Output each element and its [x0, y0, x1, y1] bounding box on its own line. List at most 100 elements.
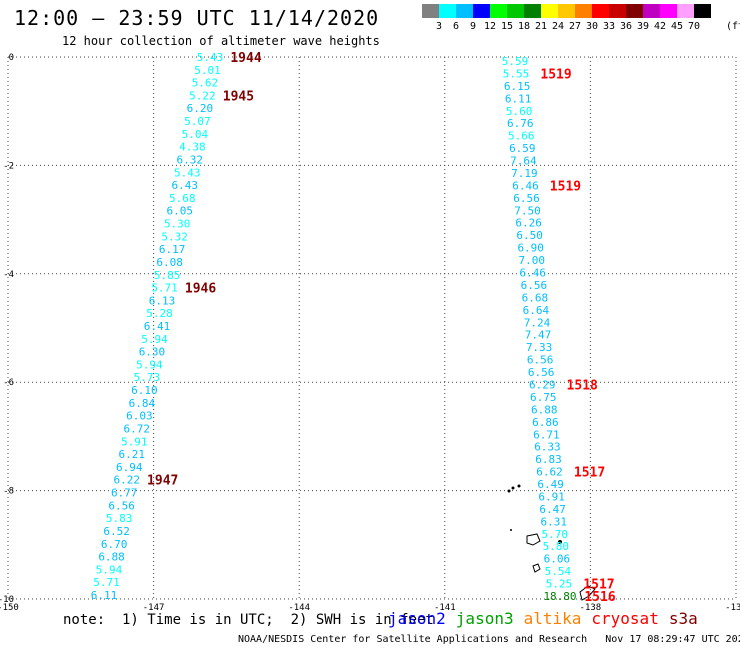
wave-height-label: 5.62 — [192, 77, 219, 90]
legend-swatch — [677, 4, 694, 18]
pass-time-label: 1519 — [540, 67, 571, 82]
wave-height-label: 6.56 — [527, 354, 554, 367]
legend-unit: (ft) — [726, 21, 740, 32]
legend-swatch — [592, 4, 609, 18]
wave-height-label: 6.21 — [119, 448, 146, 461]
legend-swatch — [439, 4, 456, 18]
wave-height-label: 5.70 — [542, 528, 569, 541]
wave-height-label: 6.72 — [124, 422, 151, 435]
wave-height-label: 6.94 — [116, 461, 143, 474]
legend-label: 33 — [602, 21, 616, 32]
pass-time-label: 1516 — [584, 590, 615, 605]
wave-height-label: 5.91 — [121, 435, 148, 448]
legend-label: 15 — [500, 21, 514, 32]
legend-swatch — [575, 4, 592, 18]
wave-height-label: 6.56 — [521, 279, 548, 292]
y-tick-label: -8 — [3, 487, 14, 497]
legend-label: 42 — [653, 21, 667, 32]
wave-height-label: 5.32 — [161, 230, 188, 243]
wave-height-label: 6.11 — [505, 92, 532, 105]
pass-time-label: 1517 — [583, 578, 614, 593]
wave-height-label: 6.52 — [103, 525, 130, 538]
wave-height-label: 6.03 — [126, 410, 153, 423]
wave-height-label: 18.80 — [543, 590, 576, 603]
x-tick-label: -150 — [0, 603, 19, 613]
wave-height-label: 5.68 — [169, 192, 196, 205]
legend-swatch — [473, 4, 490, 18]
wave-height-label: 6.56 — [108, 499, 135, 512]
x-tick-label: -144 — [288, 603, 310, 613]
wave-height-label: 4.38 — [179, 141, 206, 154]
x-tick-label: -138 — [580, 603, 602, 613]
legend-label: 36 — [619, 21, 633, 32]
wave-height-label: 5.22 — [189, 89, 216, 102]
note-text: note: 1) Time is in UTC; 2) SWH is in fe… — [63, 612, 434, 628]
x-tick-label: -135 — [725, 603, 740, 613]
wave-height-label: 6.75 — [530, 391, 557, 404]
wave-height-label: 6.62 — [536, 466, 563, 479]
wave-height-label: 6.20 — [187, 102, 214, 115]
wave-height-label: 6.05 — [166, 205, 193, 218]
legend-label: 30 — [585, 21, 599, 32]
wave-height-label: 6.76 — [507, 117, 534, 130]
legend-swatch — [456, 4, 473, 18]
wave-height-label: 6.56 — [528, 366, 555, 379]
wave-height-label: 6.15 — [504, 80, 531, 93]
wave-height-label: 6.13 — [149, 294, 176, 307]
wave-height-label: 6.59 — [509, 142, 536, 155]
wave-height-label: 6.56 — [513, 192, 540, 205]
y-tick-label: 0 — [9, 53, 14, 63]
legend-swatch — [524, 4, 541, 18]
wave-height-label: 6.11 — [91, 589, 118, 602]
legend-swatch — [609, 4, 626, 18]
wave-height-label: 7.24 — [524, 316, 551, 329]
wave-height-label: 6.32 — [177, 153, 204, 166]
wave-height-label: 5.73 — [134, 371, 161, 384]
legend-swatch — [694, 4, 711, 18]
wave-height-label: 7.47 — [525, 329, 552, 342]
mission-label-jason2: jason2 — [388, 609, 446, 628]
legend-swatches — [422, 4, 740, 18]
legend-label: 45 — [670, 21, 684, 32]
wave-height-label: 5.60 — [506, 105, 533, 118]
wave-height-label: 6.88 — [531, 403, 558, 416]
y-tick-label: -6 — [3, 378, 14, 388]
mission-label-s3a: s3a — [668, 609, 698, 628]
legend-label: 27 — [568, 21, 582, 32]
island-dot — [510, 529, 512, 531]
wave-height-label: 6.46 — [520, 267, 547, 280]
islands — [507, 484, 596, 601]
wave-height-label: 6.46 — [512, 179, 539, 192]
wave-height-label: 5.54 — [545, 565, 572, 578]
pass-time-label: 1518 — [567, 378, 598, 393]
wave-height-label: 6.90 — [517, 242, 544, 255]
legend-swatch — [507, 4, 524, 18]
wave-height-label: 6.77 — [111, 487, 138, 500]
island-dot — [507, 489, 511, 493]
island-shape — [532, 563, 541, 573]
legend-swatch — [660, 4, 677, 18]
wave-height-label: 7.33 — [526, 341, 553, 354]
wave-height-label: 6.84 — [129, 397, 156, 410]
legend-swatch — [643, 4, 660, 18]
wave-height-label: 7.00 — [518, 254, 545, 267]
wave-height-label: 6.33 — [534, 441, 561, 454]
island-shape — [579, 585, 596, 601]
pass-time-label: 1947 — [147, 474, 178, 489]
legend-label: 3 — [435, 21, 443, 32]
x-tick-label: -147 — [143, 603, 165, 613]
wave-height-label: 6.22 — [113, 474, 140, 487]
page-subtitle: 12 hour collection of altimeter wave hei… — [62, 34, 380, 48]
pass-time-label: 1946 — [185, 282, 216, 297]
wave-height-label: 7.19 — [511, 167, 538, 180]
wave-height-label: 6.06 — [544, 553, 571, 566]
wave-height-label: 5.30 — [164, 218, 191, 231]
wave-height-label: 5.94 — [96, 563, 123, 576]
legend-label: 39 — [636, 21, 650, 32]
wave-height-label: 5.04 — [182, 128, 209, 141]
legend-label: 24 — [551, 21, 565, 32]
legend-swatch — [541, 4, 558, 18]
wave-height-label: 6.86 — [532, 416, 559, 429]
legend-label: 18 — [517, 21, 531, 32]
